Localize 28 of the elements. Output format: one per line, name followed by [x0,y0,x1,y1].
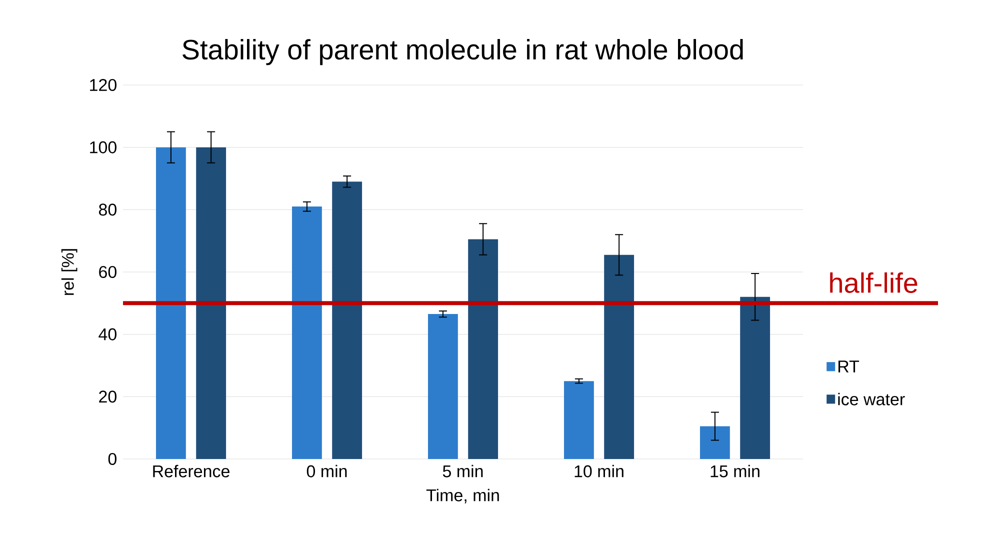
y-axis-title: rel [%] [61,249,78,295]
y-tick-label: 120 [90,78,116,92]
x-tick-label: 15 min [710,464,760,478]
y-tick-label: 80 [98,204,116,216]
x-tick-label: 10 min [574,464,624,478]
chart-title: Stability of parent molecule in rat whole blood [182,39,743,66]
x-tick-label: Reference [153,464,230,478]
bar [428,314,458,459]
legend-label: RT [838,360,860,372]
bar [740,296,770,459]
y-tick-label: 60 [99,266,116,278]
x-axis-title: Time, min [426,488,499,504]
legend-label: ice water [838,392,905,406]
bar [468,239,498,459]
bar [564,381,594,459]
bar [196,147,226,459]
ref-line-label: half-life [830,272,918,293]
y-tick-label: 20 [99,390,116,403]
x-tick-label: 5 min [442,464,483,478]
bar [700,426,730,459]
y-tick-label: 0 [108,452,116,466]
x-tick-label: 0 min [306,464,347,478]
bar [332,182,362,459]
bar [604,254,634,459]
bar [156,147,186,459]
y-tick-label: 100 [90,141,116,154]
y-tick-label: 40 [98,328,116,340]
bar [292,206,322,459]
